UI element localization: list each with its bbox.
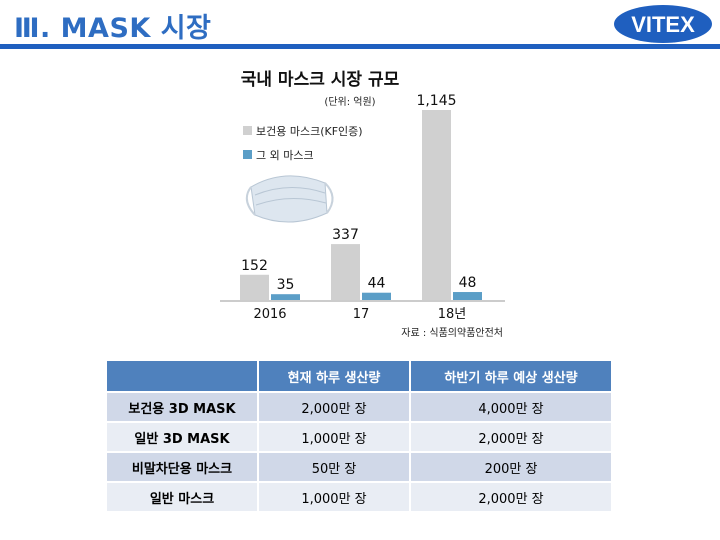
- legend-swatch-kf: [243, 126, 252, 135]
- table-row: 비말차단용 마스크 50만 장 200만 장: [107, 451, 613, 482]
- bars-layer: 152 35 2016 337 44 17 1,145 48 18년: [240, 93, 482, 322]
- table-header-blank: [107, 361, 259, 392]
- production-table: 현재 하루 생산량 하반기 하루 예상 생산량 보건용 3D MASK 2,00…: [107, 361, 613, 511]
- table-row: 일반 마스크 1,000만 장 2,000만 장: [107, 481, 613, 511]
- cell-current: 1,000만 장: [258, 481, 411, 511]
- cell-expected: 2,000만 장: [410, 421, 613, 452]
- table-row: 일반 3D MASK 1,000만 장 2,000만 장: [107, 421, 613, 452]
- bar-kf-2016: [240, 274, 269, 300]
- mask-market-chart: 국내 마스크 시장 규모 (단위: 억원) 보건용 마스크(KF인증) 그 외 …: [220, 70, 505, 339]
- table-header-row: 현재 하루 생산량 하반기 하루 예상 생산량: [107, 361, 613, 392]
- bar-kf-2018: [422, 110, 451, 300]
- table-row: 보건용 3D MASK 2,000만 장 4,000만 장: [107, 391, 613, 422]
- cell-current: 1,000만 장: [258, 421, 411, 452]
- logo-ellipse: [614, 5, 712, 43]
- chart-title: 국내 마스크 시장 규모: [241, 70, 400, 90]
- cell-current: 2,000만 장: [258, 391, 411, 422]
- cell-current: 50만 장: [258, 451, 411, 482]
- data-label-other-2017: 44: [368, 276, 386, 292]
- category-label-2017: 17: [353, 307, 370, 322]
- logo-text: VITEX: [631, 12, 695, 37]
- table-header-current: 현재 하루 생산량: [258, 361, 411, 392]
- data-label-kf-2018: 1,145: [416, 93, 456, 109]
- table-header-expected: 하반기 하루 예상 생산량: [410, 361, 613, 392]
- mask-illustration: [245, 175, 334, 223]
- bar-other-2018: [453, 292, 482, 300]
- title-rule: [0, 44, 720, 49]
- data-label-other-2018: 48: [459, 275, 477, 291]
- legend-swatch-other: [243, 150, 252, 159]
- category-label-2018: 18년: [438, 307, 467, 322]
- data-label-other-2016: 35: [277, 277, 295, 293]
- bar-other-2016: [271, 294, 300, 300]
- row-label: 일반 마스크: [107, 481, 259, 511]
- row-label: 비말차단용 마스크: [107, 451, 259, 482]
- chart-source: 자료 : 식품의약품안전처: [401, 327, 503, 339]
- vitex-logo: VITEX: [614, 5, 712, 43]
- legend-label-kf: 보건용 마스크(KF인증): [256, 125, 363, 138]
- slide-title: Ⅲ. MASK 시장: [14, 13, 212, 44]
- cell-expected: 2,000만 장: [410, 481, 613, 511]
- legend-label-other: 그 외 마스크: [256, 149, 314, 162]
- category-label-2016: 2016: [253, 307, 286, 322]
- bar-kf-2017: [331, 244, 360, 300]
- row-label: 일반 3D MASK: [107, 421, 259, 452]
- cell-expected: 4,000만 장: [410, 391, 613, 422]
- cell-expected: 200만 장: [410, 451, 613, 482]
- data-label-kf-2016: 152: [241, 258, 268, 274]
- row-label: 보건용 3D MASK: [107, 391, 259, 422]
- data-label-kf-2017: 337: [332, 227, 359, 243]
- chart-subtitle: (단위: 억원): [324, 95, 375, 108]
- bar-other-2017: [362, 292, 391, 300]
